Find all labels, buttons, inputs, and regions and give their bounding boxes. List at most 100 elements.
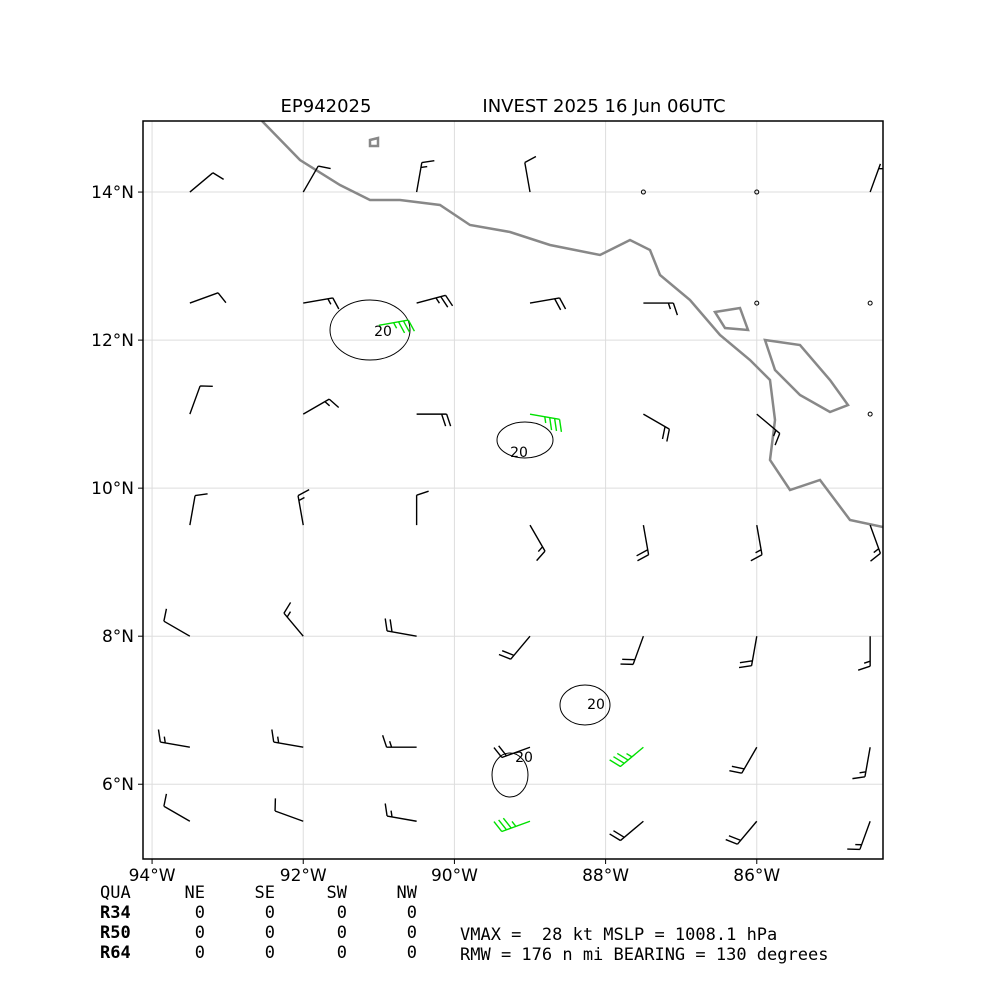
calm-marker (640, 189, 646, 195)
title-left: EP942025 (281, 96, 372, 117)
x-tick-label: 92°W (280, 866, 327, 886)
wind-barb (274, 798, 304, 822)
table-cell: 0 (195, 903, 205, 923)
wind-barb (415, 490, 429, 526)
table-cell: 0 (407, 903, 417, 923)
table-cell: 0 (407, 943, 417, 963)
table-header: NE (185, 883, 205, 903)
table-header: QUA (100, 883, 131, 903)
x-tick-label: 86°W (733, 866, 780, 886)
grid: 94°W 92°W 90°W 88°W 86°W 6°N 8°N 10°N 12°N 14°N (91, 121, 883, 886)
wind-barb (303, 297, 340, 310)
wind-barb (283, 602, 304, 637)
wind-barb (189, 385, 213, 415)
table-cell: 0 (265, 903, 275, 923)
row-label: R50 (100, 923, 131, 943)
wind-barb (857, 636, 871, 671)
y-tick-label: 8°N (102, 627, 134, 647)
wind-barb (729, 746, 758, 774)
contour (496, 421, 554, 459)
table-cell: 0 (195, 943, 205, 963)
wind-barb (643, 413, 671, 442)
wind-barb (493, 817, 531, 833)
calm-marker (867, 300, 873, 306)
wind-barb (750, 525, 763, 562)
lake (763, 338, 850, 414)
table-cell: 0 (337, 903, 347, 923)
wind-barb (620, 635, 645, 666)
table-header: SE (255, 883, 275, 903)
wind-barb (163, 608, 191, 637)
wind-barb (498, 635, 531, 660)
stats-line: VMAX = 28 kt MSLP = 1008.1 hPa (460, 925, 777, 945)
wind-barb (609, 746, 644, 768)
contour (491, 752, 529, 798)
wind-barb (643, 302, 679, 316)
wind-barb (189, 172, 224, 193)
calm-marker (754, 189, 760, 195)
wind-barb (384, 618, 417, 637)
title-right: INVEST 2025 16 Jun 06UTC (482, 96, 725, 117)
row-label: R34 (100, 903, 131, 923)
wind-barb (636, 525, 650, 562)
lake (712, 306, 750, 332)
wind-barb (524, 155, 537, 193)
barbs (157, 155, 883, 851)
table-header: NW (397, 883, 418, 903)
x-tick-label: 90°W (431, 866, 478, 886)
wind-barb (163, 793, 191, 822)
wind-barb (189, 292, 227, 304)
y-tick-label: 12°N (91, 331, 134, 351)
coastline (368, 136, 380, 148)
wind-barb (529, 297, 567, 311)
row-label: R64 (100, 943, 131, 963)
table-cell: 0 (337, 943, 347, 963)
wind-barb (378, 319, 416, 334)
wind-barb (381, 735, 417, 748)
table-cell: 0 (195, 923, 205, 943)
wind-barb (738, 636, 758, 669)
wind-barb (852, 747, 871, 780)
map-layer (261, 121, 883, 798)
wind-barb (756, 413, 781, 446)
coastline (261, 121, 883, 529)
wind-barb (271, 729, 304, 748)
wind-barb (869, 163, 883, 193)
wind-barb (415, 159, 435, 193)
map-frame (142, 120, 884, 860)
wind-barb (302, 398, 340, 415)
table-cell: 0 (407, 923, 417, 943)
contour-label: 20 (587, 697, 605, 713)
wind-barb (416, 413, 452, 427)
wind-barb (529, 413, 563, 432)
wind-barb (157, 729, 190, 748)
wind-barb (529, 524, 546, 562)
table-cell: 0 (337, 923, 347, 943)
calm-marker (754, 300, 760, 306)
wind-barb (302, 165, 331, 193)
wind-barb (416, 294, 454, 308)
wind-barb (609, 820, 644, 842)
table-cell: 0 (265, 923, 275, 943)
wind-barb (725, 820, 758, 845)
wind-barb (297, 488, 310, 526)
wind-barb (869, 524, 882, 562)
wind-barb (493, 745, 531, 759)
y-tick-label: 14°N (91, 183, 134, 203)
y-tick-label: 10°N (91, 479, 134, 499)
wind-barb (847, 821, 871, 851)
contour (559, 684, 611, 726)
stats-line: RMW = 176 n mi BEARING = 130 degrees (460, 945, 828, 965)
contour-label: 20 (374, 324, 392, 340)
x-tick-label: 88°W (582, 866, 629, 886)
table-header: SW (327, 883, 348, 903)
table-cell: 0 (265, 943, 275, 963)
calm-marker (867, 411, 873, 417)
x-tick-label: 94°W (129, 866, 176, 886)
wind-barb (384, 803, 417, 822)
y-tick-label: 6°N (102, 775, 134, 795)
wind-barb (189, 493, 208, 526)
contour-label: 20 (515, 750, 533, 766)
